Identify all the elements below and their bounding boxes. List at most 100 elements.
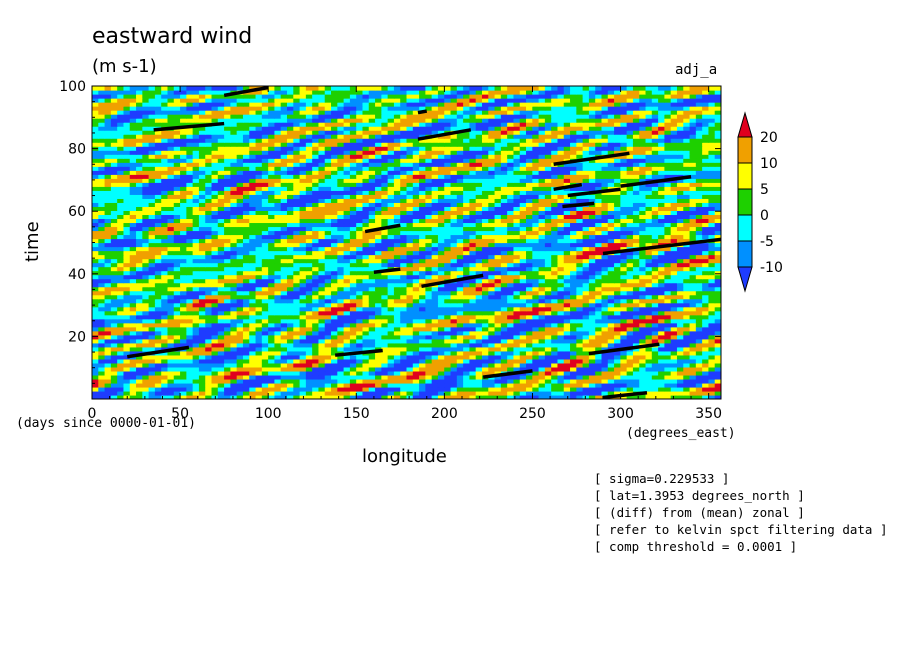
heat-cell	[551, 286, 559, 292]
heat-cell	[450, 310, 458, 316]
heat-cell	[607, 370, 615, 376]
heat-cell	[217, 318, 225, 324]
heat-cell	[475, 278, 483, 284]
heat-cell	[299, 362, 307, 368]
heat-cell	[607, 386, 615, 392]
heat-cell	[349, 334, 357, 340]
heat-cell	[406, 226, 414, 232]
heat-cell	[198, 318, 206, 324]
heat-cell	[261, 350, 269, 356]
heat-cell	[695, 302, 703, 308]
heat-cell	[98, 326, 106, 332]
heat-cell	[607, 198, 615, 203]
heat-cell	[702, 374, 710, 380]
heat-cell	[689, 370, 697, 376]
heat-cell	[299, 258, 307, 264]
heat-cell	[123, 330, 131, 336]
heat-cell	[695, 214, 703, 220]
heat-cell	[444, 338, 452, 344]
heat-cell	[343, 394, 351, 399]
heat-cell	[437, 326, 445, 332]
heat-cell	[670, 378, 678, 384]
heat-cell	[658, 274, 665, 280]
heat-cell	[437, 278, 445, 284]
heat-cell	[161, 318, 169, 324]
heat-cell	[513, 206, 521, 211]
heat-cell	[98, 310, 106, 316]
heat-cell	[161, 250, 169, 256]
heat-cell	[651, 218, 659, 224]
heat-cell	[708, 266, 716, 272]
heat-cell	[450, 318, 458, 324]
heat-cell	[469, 354, 477, 360]
heat-cell	[444, 390, 452, 396]
heat-cell	[286, 278, 294, 284]
heat-cell	[217, 218, 225, 224]
heat-cell	[645, 374, 653, 380]
heat-cell	[148, 242, 156, 248]
heat-cell	[104, 266, 112, 272]
heat-cell	[544, 210, 552, 216]
heat-cell	[400, 290, 408, 296]
heat-cell	[444, 306, 452, 312]
heat-cell	[123, 282, 131, 288]
heat-cell	[406, 394, 414, 399]
heat-cell	[595, 266, 603, 272]
heat-cell	[500, 358, 508, 364]
heat-cell	[607, 350, 615, 356]
heat-cell	[425, 270, 433, 276]
heat-cell	[142, 318, 150, 324]
heat-cell	[180, 362, 187, 368]
heat-cell	[343, 354, 351, 360]
heat-cell	[224, 286, 231, 292]
heat-cell	[337, 338, 345, 344]
heat-cell	[689, 246, 697, 252]
heat-cell	[211, 354, 219, 360]
heat-cell	[695, 314, 703, 320]
heat-cell	[406, 246, 414, 252]
heat-cell	[708, 350, 716, 356]
heat-cell	[632, 206, 640, 211]
heat-cell	[337, 302, 345, 308]
heat-cell	[343, 258, 351, 264]
heat-cell	[614, 202, 621, 207]
heat-cell	[280, 382, 288, 388]
heat-cell	[318, 238, 326, 244]
heat-cell	[532, 202, 540, 207]
heat-cell	[343, 214, 351, 220]
heat-cell	[563, 362, 571, 368]
heat-cell	[500, 290, 508, 296]
heat-cell	[538, 266, 546, 272]
heat-cell	[702, 278, 710, 284]
heat-cell	[419, 338, 426, 344]
heat-cell	[500, 394, 508, 399]
heat-cell	[349, 314, 357, 320]
heat-cell	[444, 214, 452, 220]
heat-cell	[368, 270, 376, 276]
heat-cell	[217, 270, 225, 276]
heat-cell	[683, 302, 691, 308]
heat-cell	[211, 314, 219, 320]
heat-cell	[211, 278, 219, 284]
heat-cell	[186, 330, 194, 336]
heat-cell	[526, 322, 533, 328]
heat-cell	[261, 266, 269, 272]
heat-cell	[431, 206, 439, 211]
heat-cell	[349, 346, 357, 352]
heat-cell	[406, 250, 414, 256]
heat-cell	[180, 354, 187, 360]
heat-cell	[507, 374, 515, 380]
heat-cell	[180, 322, 187, 328]
heat-cell	[670, 294, 678, 300]
time-axis-units: (days since 0000-01-01)	[16, 416, 197, 431]
heat-cell	[683, 338, 691, 344]
heat-cell	[224, 366, 231, 372]
heat-cell	[104, 294, 112, 300]
heat-cell	[349, 378, 357, 384]
heat-cell	[324, 206, 332, 211]
heat-cell	[211, 346, 219, 352]
heat-cell	[192, 242, 200, 248]
heat-cell	[312, 310, 320, 316]
heat-cell	[324, 282, 332, 288]
heat-cell	[368, 206, 376, 211]
